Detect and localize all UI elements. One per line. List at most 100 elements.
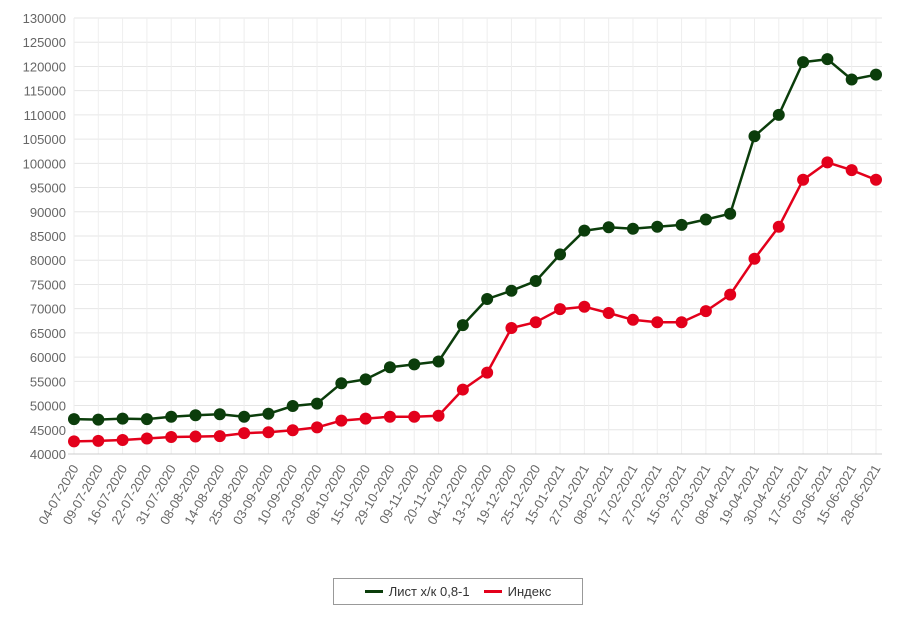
- series-2-point[interactable]: [92, 434, 105, 447]
- series-2-point[interactable]: [432, 409, 445, 422]
- series-2-point[interactable]: [140, 432, 153, 445]
- series-2-point[interactable]: [481, 366, 494, 379]
- series-1-point[interactable]: [92, 413, 105, 426]
- legend-swatch-series-2: [483, 590, 502, 593]
- series-1-point[interactable]: [140, 413, 153, 426]
- y-tick-label: 60000: [30, 350, 66, 365]
- series-2-point[interactable]: [578, 300, 591, 313]
- series-1-point[interactable]: [845, 73, 858, 86]
- series-2-point[interactable]: [189, 430, 202, 443]
- legend-item-series-2[interactable]: Индекс: [483, 584, 552, 599]
- series-1-point[interactable]: [626, 222, 639, 235]
- y-tick-label: 80000: [30, 253, 66, 268]
- y-tick-label: 40000: [30, 447, 66, 462]
- series-1-point[interactable]: [116, 412, 129, 425]
- series-2-point[interactable]: [505, 322, 518, 335]
- series-1-point[interactable]: [821, 53, 834, 66]
- series-1-point[interactable]: [165, 410, 178, 423]
- series-2-point[interactable]: [408, 410, 421, 423]
- y-tick-label: 65000: [30, 326, 66, 341]
- series-2-point[interactable]: [602, 307, 615, 320]
- series-2-point[interactable]: [238, 427, 251, 440]
- series-1-point[interactable]: [213, 408, 226, 421]
- series-2-point[interactable]: [262, 426, 275, 439]
- series-2-point[interactable]: [724, 288, 737, 301]
- series-1-point[interactable]: [238, 410, 251, 423]
- series-2-point[interactable]: [626, 313, 639, 326]
- series-2-point[interactable]: [748, 252, 761, 265]
- series-2-point[interactable]: [383, 410, 396, 423]
- series-1-point[interactable]: [286, 400, 299, 413]
- y-tick-label: 115000: [24, 84, 66, 99]
- y-tick-label: 110000: [24, 108, 66, 123]
- series-2-point[interactable]: [675, 316, 688, 329]
- series-line-2: [73, 161, 877, 443]
- series-1-point[interactable]: [189, 409, 202, 422]
- y-axis-ticks: 40000 45000 50000 55000 60000 65000 70000 75000…: [23, 11, 66, 462]
- series-1-point[interactable]: [311, 397, 324, 410]
- series-layer: [68, 53, 882, 448]
- series-1-point[interactable]: [797, 56, 810, 69]
- y-tick-label: 75000: [30, 277, 66, 292]
- legend-label-series-2: Индекс: [507, 584, 552, 599]
- y-tick-label: 50000: [30, 399, 66, 414]
- series-2-point[interactable]: [335, 414, 348, 427]
- series-2-point[interactable]: [116, 433, 129, 446]
- series-2-point[interactable]: [845, 164, 858, 177]
- series-1-point[interactable]: [408, 358, 421, 371]
- x-axis-ticks: 04-07-202009-07-202016-07-202022-07-2020…: [35, 462, 883, 527]
- legend-item-series-1[interactable]: Лист х/к 0,8-1: [364, 584, 470, 599]
- series-1-point[interactable]: [335, 377, 348, 390]
- series-2-point[interactable]: [529, 316, 542, 329]
- series-2-point[interactable]: [165, 431, 178, 444]
- y-tick-label: 90000: [30, 205, 66, 220]
- series-2-point[interactable]: [286, 424, 299, 437]
- series-1-point[interactable]: [602, 221, 615, 234]
- series-1-point[interactable]: [68, 413, 80, 426]
- series-2-point[interactable]: [213, 430, 226, 443]
- y-tick-label: 95000: [30, 181, 66, 196]
- series-2-point[interactable]: [821, 156, 834, 169]
- series-2-point[interactable]: [554, 303, 567, 316]
- series-2-point[interactable]: [651, 316, 664, 329]
- series-2-point[interactable]: [456, 383, 469, 396]
- series-2-point[interactable]: [68, 435, 80, 448]
- series-1-point[interactable]: [529, 275, 542, 288]
- y-tick-label: 55000: [30, 374, 66, 389]
- series-1-point[interactable]: [481, 292, 494, 305]
- series-1-point[interactable]: [699, 213, 712, 226]
- y-tick-label: 130000: [23, 11, 66, 26]
- series-2-point[interactable]: [311, 421, 324, 434]
- series-1-point[interactable]: [456, 319, 469, 332]
- series-1-point[interactable]: [724, 207, 737, 220]
- grid-lines: [73, 17, 882, 455]
- series-1-point[interactable]: [262, 407, 275, 420]
- y-tick-label: 70000: [30, 302, 66, 317]
- series-1-point[interactable]: [578, 224, 591, 237]
- series-line-1: [73, 57, 877, 421]
- series-1-point[interactable]: [359, 373, 372, 386]
- series-2-point[interactable]: [797, 173, 810, 186]
- series-1-point[interactable]: [748, 130, 761, 143]
- y-tick-label: 120000: [23, 59, 66, 74]
- series-1-point[interactable]: [651, 220, 664, 233]
- series-1-point[interactable]: [772, 108, 785, 121]
- y-tick-label: 125000: [23, 35, 66, 50]
- y-tick-label: 85000: [30, 229, 66, 244]
- series-2-point[interactable]: [359, 412, 372, 425]
- y-tick-label: 100000: [23, 156, 66, 171]
- y-tick-label: 45000: [30, 423, 66, 438]
- series-2-point[interactable]: [699, 305, 712, 318]
- series-2-point[interactable]: [870, 173, 882, 186]
- legend-swatch-series-1: [364, 590, 383, 593]
- series-1-point[interactable]: [383, 361, 396, 374]
- series-1-point[interactable]: [870, 68, 882, 81]
- series-1-point[interactable]: [554, 248, 567, 261]
- series-1-point[interactable]: [675, 218, 688, 231]
- series-1-point[interactable]: [432, 355, 445, 368]
- series-1-point[interactable]: [505, 284, 518, 297]
- series-2-point[interactable]: [772, 220, 785, 233]
- legend: Лист х/к 0,8-1 Индекс: [333, 578, 583, 605]
- y-tick-label: 105000: [23, 132, 66, 147]
